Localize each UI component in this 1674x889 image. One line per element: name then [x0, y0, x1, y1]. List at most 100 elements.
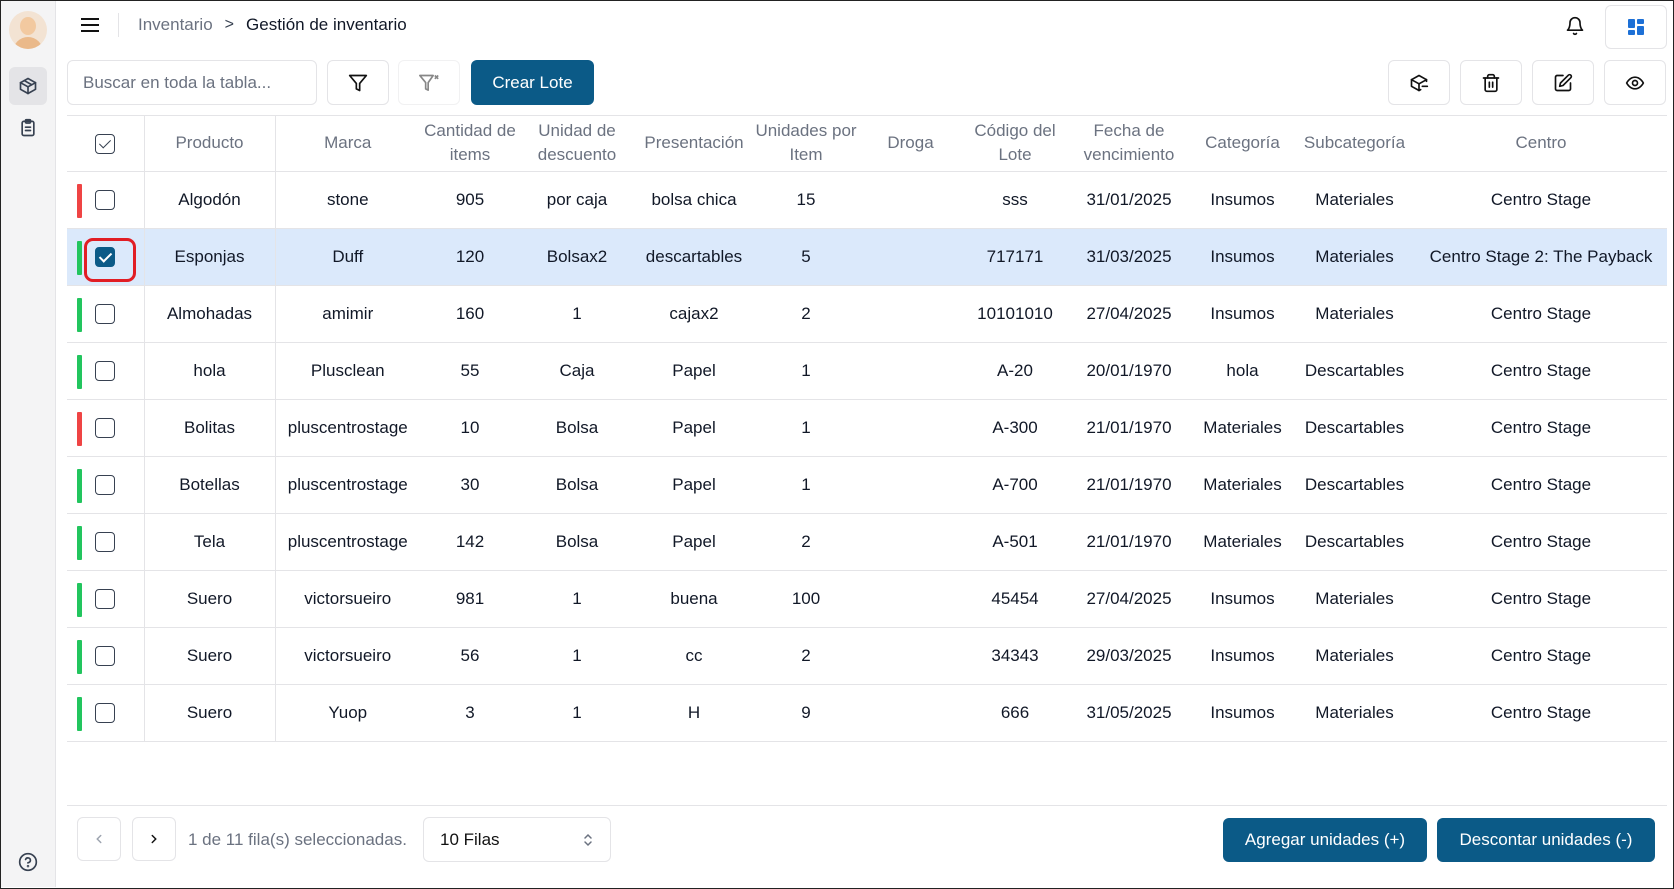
previous-page-button[interactable] — [77, 817, 121, 861]
column-header[interactable]: Subcategoría — [1294, 116, 1415, 172]
view-button[interactable] — [1604, 60, 1666, 105]
column-header[interactable]: Droga — [858, 116, 963, 172]
search-input[interactable] — [67, 60, 317, 105]
cell-codigo: 717171 — [963, 228, 1067, 286]
cell-unidades_item: 100 — [754, 570, 858, 628]
column-header[interactable]: Centro — [1415, 116, 1667, 172]
cell-presentacion: Papel — [634, 456, 754, 514]
table-row[interactable]: hola Plusclean 55 Caja Papel 1 A-20 20/01/1970 h… — [67, 342, 1667, 400]
cell-categoria: Insumos — [1191, 570, 1294, 628]
cell-cantidad: 160 — [420, 285, 520, 343]
cell-unidades_item: 1 — [754, 456, 858, 514]
cell-producto: Suero — [144, 627, 276, 685]
column-header[interactable]: Marca — [275, 116, 420, 172]
select-all-checkbox[interactable] — [95, 133, 116, 154]
row-checkbox[interactable] — [95, 645, 116, 666]
table-row[interactable]: Suero Yuop 3 1 H 9 666 31/05/2025 Insumos Materia… — [67, 684, 1667, 742]
cell-centro: Centro Stage 2: The Payback — [1415, 228, 1667, 286]
row-checkbox[interactable] — [95, 702, 116, 723]
status-indicator — [77, 696, 82, 731]
table-row[interactable]: Algodón stone 905 por caja bolsa chica 15 sss 3… — [67, 171, 1667, 229]
avatar[interactable] — [9, 11, 47, 49]
filter-button[interactable] — [327, 60, 389, 105]
cell-categoria: Insumos — [1191, 285, 1294, 343]
cell-centro: Centro Stage — [1415, 285, 1667, 343]
sidebar-item-inventory[interactable] — [9, 67, 47, 105]
status-indicator — [77, 639, 82, 674]
cell-unidad: 1 — [520, 285, 634, 343]
row-checkbox[interactable] — [95, 246, 116, 267]
row-checkbox[interactable] — [95, 417, 116, 438]
cell-codigo: 34343 — [963, 627, 1067, 685]
chevron-left-icon — [96, 834, 102, 844]
add-units-button[interactable]: Agregar unidades (+) — [1223, 818, 1427, 862]
filter-clear-icon — [419, 74, 439, 91]
cell-marca: victorsueiro — [275, 627, 420, 685]
row-checkbox[interactable] — [95, 474, 116, 495]
column-header[interactable]: Código del Lote — [963, 116, 1067, 172]
row-checkbox[interactable] — [95, 360, 116, 381]
edit-button[interactable] — [1532, 60, 1594, 105]
cell-unidades_item: 1 — [754, 399, 858, 457]
cell-droga — [858, 684, 963, 742]
notifications-button[interactable] — [1555, 9, 1595, 43]
cell-cantidad: 3 — [420, 684, 520, 742]
cell-unidades_item: 2 — [754, 285, 858, 343]
cell-marca: victorsueiro — [275, 570, 420, 628]
divider — [118, 13, 119, 37]
cell-subcategoria: Materiales — [1294, 684, 1415, 742]
cell-subcategoria: Materiales — [1294, 171, 1415, 229]
sidebar-item-records[interactable] — [9, 109, 47, 147]
cell-droga — [858, 285, 963, 343]
cell-presentacion: bolsa chica — [634, 171, 754, 229]
status-indicator — [77, 525, 82, 560]
table-row[interactable]: Bolitas pluscentrostage 10 Bolsa Papel 1 A-300… — [67, 399, 1667, 457]
table-row[interactable]: Tela pluscentrostage 142 Bolsa Papel 2 A-501 21… — [67, 513, 1667, 571]
column-header[interactable]: Fecha de vencimiento — [1067, 116, 1191, 172]
chevron-right-icon — [151, 834, 157, 844]
table-row[interactable]: Botellas pluscentrostage 30 Bolsa Papel 1 A-70… — [67, 456, 1667, 514]
chevron-up-down-icon — [584, 833, 592, 846]
table-row[interactable]: Suero victorsueiro 981 1 buena 100 45454 27/04/… — [67, 570, 1667, 628]
discount-units-button[interactable]: Descontar unidades (-) — [1437, 818, 1655, 862]
delete-button[interactable] — [1460, 60, 1522, 105]
next-page-button[interactable] — [132, 817, 176, 861]
column-header[interactable]: Unidades por Item — [754, 116, 858, 172]
create-lot-button[interactable]: Crear Lote — [471, 60, 594, 105]
cell-centro: Centro Stage — [1415, 684, 1667, 742]
column-header[interactable]: Cantidad de items — [420, 116, 520, 172]
package-minus-icon — [1410, 74, 1429, 91]
table-row[interactable]: Suero victorsueiro 56 1 cc 2 34343 29/03/2025 In… — [67, 627, 1667, 685]
cell-cantidad: 56 — [420, 627, 520, 685]
cell-fecha: 31/05/2025 — [1067, 684, 1191, 742]
clear-filter-button[interactable] — [398, 60, 460, 105]
table-row[interactable]: Almohadas amimir 160 1 cajax2 2 10101010 27/04/… — [67, 285, 1667, 343]
top-bar: Inventario > Gestión de inventario — [57, 1, 1673, 49]
table-row[interactable]: Esponjas Duff 120 Bolsax2 descartables 5 71717… — [67, 228, 1667, 286]
cell-presentacion: Papel — [634, 342, 754, 400]
cell-codigo: A-20 — [963, 342, 1067, 400]
cell-presentacion: Papel — [634, 513, 754, 571]
rows-per-page-select[interactable]: 10 Filas — [423, 817, 611, 862]
row-checkbox[interactable] — [95, 303, 116, 324]
cell-unidades_item: 5 — [754, 228, 858, 286]
column-header[interactable]: Producto — [144, 116, 276, 172]
layout-switch-button[interactable] — [1605, 5, 1667, 49]
column-header[interactable]: Categoría — [1191, 116, 1294, 172]
discount-package-button[interactable] — [1388, 60, 1450, 105]
cell-categoria: Insumos — [1191, 627, 1294, 685]
row-checkbox[interactable] — [95, 588, 116, 609]
cell-centro: Centro Stage — [1415, 513, 1667, 571]
cell-droga — [858, 399, 963, 457]
row-checkbox[interactable] — [95, 189, 116, 210]
row-select-cell — [67, 228, 145, 286]
column-header[interactable]: Unidad de descuento — [520, 116, 634, 172]
row-checkbox[interactable] — [95, 531, 116, 552]
help-button[interactable] — [17, 851, 39, 873]
cell-unidad: Caja — [520, 342, 634, 400]
cell-categoria: Insumos — [1191, 171, 1294, 229]
menu-toggle-button[interactable] — [77, 13, 103, 37]
column-header[interactable]: Presentación — [634, 116, 754, 172]
cell-unidades_item: 15 — [754, 171, 858, 229]
breadcrumb-inventario[interactable]: Inventario — [138, 15, 213, 34]
